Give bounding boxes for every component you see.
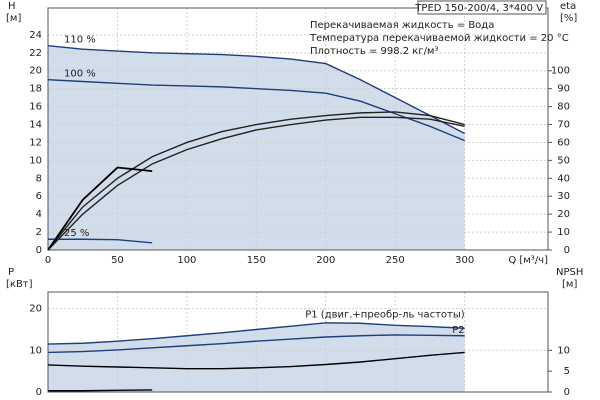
y-tick-label: 16 [29,102,42,113]
x-tick-label: 300 [455,255,474,266]
y2-unit: [%] [560,13,577,24]
y-unit: [кВт] [6,279,33,290]
series-line [47,351,465,370]
plot-frame [47,7,549,251]
y2-unit: [м] [562,279,577,290]
y2-tick-label: 90 [557,84,570,95]
series-line [47,79,465,142]
y-tick-label: 10 [29,155,42,166]
model: TPED 150-200/4, 3*400 V [414,3,543,14]
y2-label: NPSH [556,267,583,278]
y-tick-label: 22 [29,48,42,59]
y2-tick-label: 80 [557,102,570,113]
x-tick-label: 100 [177,255,196,266]
note: Плотность = 998.2 кг/м³ [310,46,439,57]
model-box [417,0,547,15]
x-tick-label: 0 [45,255,51,266]
x-tick-label: 150 [247,255,266,266]
x-tick-label: 50 [111,255,124,266]
y-tick-label: 0 [36,387,42,398]
y2-tick-label: 10 [557,345,570,356]
series-line [47,322,465,345]
y2-label: eta [560,1,576,12]
series-line [47,111,465,251]
y-tick-label: 10 [29,345,42,356]
series-label: 100 % [64,69,96,80]
y-tick-label: 0 [36,245,42,256]
y-tick-label: 8 [36,173,42,184]
y2-tick-label: 50 [557,155,570,166]
x-tick-label: 200 [316,255,335,266]
y2-tick-label: 40 [557,173,570,184]
series-line [48,238,153,244]
series-label: P1 (двиг.+преобр-ль частоты) [305,309,465,320]
series-line [47,166,153,251]
y-tick-label: 24 [29,30,42,41]
note: Перекачиваемая жидкость = Вода [310,20,494,31]
y-label: P [8,267,14,278]
y2-tick-label: 0 [564,245,570,256]
y-tick-label: 20 [29,66,42,77]
y-tick-label: 2 [36,227,42,238]
series-line [47,44,465,135]
series-label: 110 % [64,35,96,46]
y2-tick-label: 0 [564,387,570,398]
y-label: H [8,1,16,12]
x-tick-label: 250 [386,255,405,266]
y2-tick-label: 100 [551,66,570,77]
series-label: P2 [452,325,464,336]
y2-tick-label: 5 [564,366,570,377]
y-tick-label: 6 [36,191,42,202]
y2-tick-label: 60 [557,137,570,148]
y2-tick-label: 70 [557,120,570,131]
y2-tick-label: 20 [557,209,570,220]
area [48,45,465,251]
y-tick-label: 20 [29,304,42,315]
series-line [47,334,465,354]
y-tick-label: 12 [29,137,42,148]
series-line [47,116,465,251]
series-label: 25 % [64,228,89,239]
y2-tick-label: 30 [557,191,570,202]
series-line [48,389,153,392]
note: Температура перекачиваемой жидкости = 20… [309,33,569,44]
plot-frame [47,291,549,393]
y2-tick-label: 10 [557,227,570,238]
y-tick-label: 14 [29,120,42,131]
y-unit: [м] [6,13,21,24]
y-tick-label: 4 [36,209,42,220]
x-label: Q [м³/ч] [508,255,548,266]
y-tick-label: 18 [29,84,42,95]
